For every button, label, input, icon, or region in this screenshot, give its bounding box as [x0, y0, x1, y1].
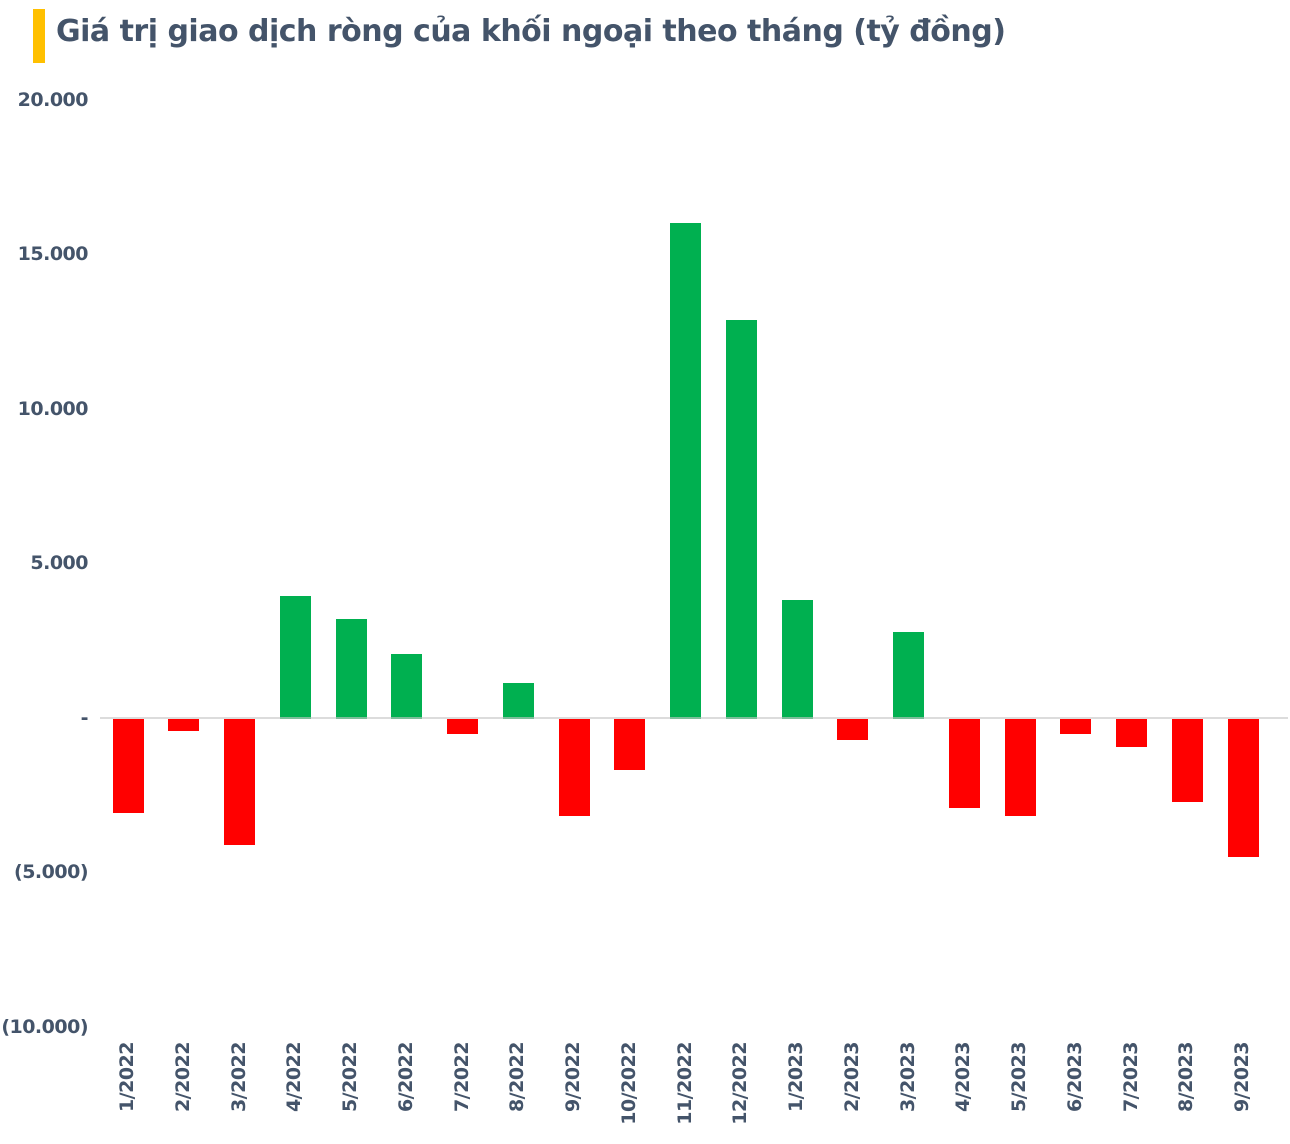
bar-7-2022 [447, 719, 478, 735]
bar-4-2022 [279, 596, 311, 719]
x-axis-tick-label: 3/2023 [896, 1042, 919, 1113]
bar-8-2022 [502, 683, 534, 719]
y-axis-tick-label: 20.000 [17, 88, 89, 111]
x-axis-tick-label: 4/2023 [952, 1042, 975, 1113]
y-axis-tick-label: 10.000 [17, 397, 89, 420]
x-axis-tick-label: 8/2023 [1175, 1042, 1198, 1113]
x-axis-tick-label: 9/2023 [1231, 1042, 1253, 1113]
bar-2-2023 [837, 719, 869, 740]
bar-11-2022 [670, 223, 701, 719]
x-axis-tick-label: 11/2022 [673, 1042, 696, 1125]
bar-9-2023 [1227, 719, 1259, 858]
x-axis-tick-label: 7/2022 [450, 1042, 473, 1113]
zero-axis-line [100, 716, 1288, 719]
bar-1-2022 [112, 719, 144, 813]
x-axis-tick-label: 9/2022 [562, 1042, 584, 1113]
bar-2-2022 [168, 719, 200, 732]
bar-9-2022 [558, 719, 590, 817]
bar-3-2022 [224, 719, 255, 846]
x-axis-tick-label: 7/2023 [1119, 1042, 1142, 1113]
y-axis-tick-label: 15.000 [17, 243, 89, 265]
y-axis-tick-label: 5.000 [30, 552, 88, 574]
x-axis-tick-label: 12/2022 [729, 1042, 752, 1125]
y-axis-tick-label: (10.000) [1, 1015, 88, 1038]
x-axis-tick-label: 6/2023 [1063, 1042, 1086, 1113]
bar-5-2022 [335, 619, 367, 719]
bar-6-2023 [1060, 719, 1092, 735]
x-axis-tick-label: 1/2023 [785, 1042, 807, 1113]
bar-4-2023 [948, 719, 980, 808]
bar-12-2022 [725, 320, 757, 719]
y-axis-tick-label: (5.000) [14, 861, 88, 883]
x-axis-tick-label: 5/2022 [339, 1042, 361, 1113]
x-axis-tick-label: 6/2022 [394, 1042, 417, 1113]
x-axis-tick-label: 2/2022 [171, 1042, 194, 1113]
bar-7-2023 [1116, 719, 1147, 747]
x-axis-tick-label: 8/2022 [506, 1042, 529, 1113]
x-axis-tick-label: 1/2022 [116, 1042, 138, 1113]
x-axis-tick-label: 10/2022 [617, 1042, 640, 1125]
x-axis-tick-label: 5/2023 [1008, 1042, 1030, 1113]
x-axis-tick-label: 3/2022 [227, 1042, 250, 1113]
title-accent-bar [33, 9, 45, 63]
bar-6-2022 [391, 653, 423, 719]
bar-3-2023 [893, 632, 924, 719]
bar-8-2023 [1171, 719, 1203, 802]
bar-1-2023 [781, 600, 813, 719]
x-axis-tick-label: 4/2022 [283, 1042, 306, 1113]
chart-title: Giá trị giao dịch ròng của khối ngoại th… [56, 14, 1006, 49]
bar-5-2023 [1004, 719, 1036, 817]
bar-10-2022 [614, 719, 646, 770]
y-axis-tick-label: - [80, 706, 89, 729]
x-axis-tick-label: 2/2023 [840, 1042, 863, 1113]
